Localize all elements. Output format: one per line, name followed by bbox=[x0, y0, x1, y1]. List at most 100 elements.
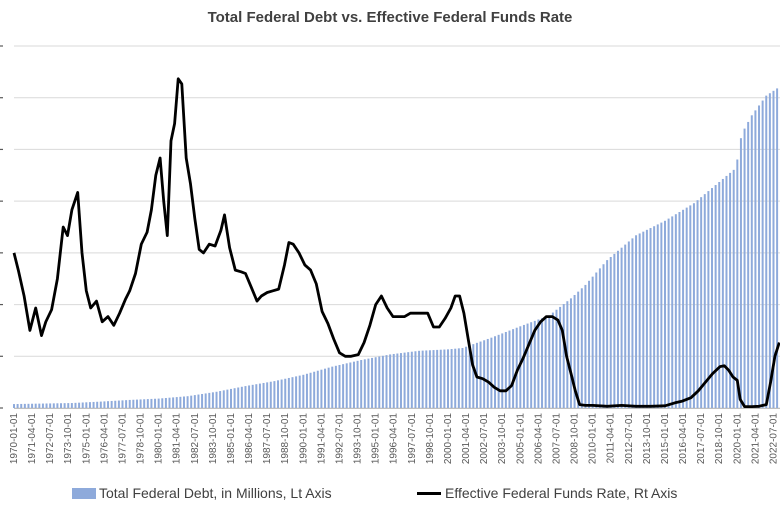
debt-bar bbox=[363, 359, 366, 408]
debt-bar bbox=[334, 365, 337, 408]
debt-bar bbox=[714, 185, 717, 408]
debt-bar bbox=[305, 373, 308, 408]
x-tick-label: 2002-07-01 bbox=[479, 413, 490, 465]
debt-bar bbox=[52, 403, 55, 408]
debt-bar bbox=[204, 393, 207, 408]
debt-bar bbox=[219, 391, 222, 408]
debt-bar bbox=[38, 403, 41, 408]
debt-bar bbox=[616, 250, 619, 408]
debt-bar bbox=[27, 403, 30, 408]
debt-bar bbox=[598, 268, 601, 408]
debt-bar bbox=[222, 390, 225, 408]
debt-bar bbox=[175, 397, 178, 408]
debt-bar bbox=[396, 353, 399, 408]
debt-bar bbox=[295, 376, 298, 408]
debt-bar bbox=[381, 355, 384, 408]
debt-bar bbox=[555, 309, 558, 408]
debt-bar bbox=[653, 226, 656, 408]
debt-bar bbox=[117, 400, 120, 408]
debt-bar bbox=[121, 400, 124, 408]
debt-bar bbox=[157, 398, 160, 408]
debt-bar bbox=[360, 360, 363, 408]
debt-bar bbox=[624, 244, 627, 408]
rate-line bbox=[12, 77, 780, 408]
debt-bar bbox=[450, 349, 453, 408]
x-tick-label: 2022-07-01 bbox=[769, 413, 780, 465]
debt-bar bbox=[399, 353, 402, 408]
x-tick-label: 2012-07-01 bbox=[624, 413, 635, 465]
debt-bar bbox=[23, 403, 26, 408]
debt-bar bbox=[776, 88, 779, 409]
debt-bar bbox=[501, 333, 504, 408]
debt-bar bbox=[602, 264, 605, 408]
debt-bar bbox=[421, 350, 424, 408]
debt-bar bbox=[266, 382, 269, 408]
debt-bar bbox=[186, 396, 189, 408]
debt-bar bbox=[721, 178, 724, 408]
debt-bar bbox=[533, 320, 536, 408]
debt-bar bbox=[703, 194, 706, 408]
debt-bar bbox=[302, 374, 305, 408]
debt-bar bbox=[569, 298, 572, 408]
debt-bar bbox=[298, 375, 301, 408]
debt-bar bbox=[595, 272, 598, 408]
debt-bar bbox=[132, 399, 135, 408]
debt-bar bbox=[280, 379, 283, 408]
x-tick-label: 1973-10-01 bbox=[63, 413, 74, 465]
debt-bar bbox=[85, 402, 88, 408]
debt-bar bbox=[739, 138, 742, 408]
debt-bar bbox=[277, 380, 280, 408]
debt-bar bbox=[711, 188, 714, 408]
debt-bar bbox=[613, 253, 616, 408]
debt-bar bbox=[663, 220, 666, 408]
legend-item-debt: Total Federal Debt, in Millions, Lt Axis bbox=[72, 485, 332, 501]
debt-bar bbox=[707, 191, 710, 408]
x-tick-label: 2015-01-01 bbox=[660, 413, 671, 465]
x-tick-label: 2018-10-01 bbox=[714, 413, 725, 465]
debt-bar bbox=[418, 350, 421, 408]
x-tick-label: 1991-04-01 bbox=[316, 413, 327, 465]
debt-bar bbox=[182, 396, 185, 408]
debt-bar bbox=[49, 403, 52, 408]
debt-bar bbox=[609, 256, 612, 408]
debt-bar bbox=[110, 400, 113, 408]
debt-bar bbox=[649, 228, 652, 408]
debt-bar bbox=[530, 322, 533, 408]
debt-bar bbox=[454, 348, 457, 408]
debt-bar bbox=[88, 402, 91, 408]
x-tick-label: 1996-04-01 bbox=[389, 413, 400, 465]
x-tick-label: 2003-10-01 bbox=[497, 413, 508, 465]
debt-bar bbox=[544, 316, 547, 408]
debt-bar bbox=[287, 377, 290, 408]
debt-bar bbox=[425, 350, 428, 408]
debt-bar bbox=[338, 364, 341, 408]
debt-bar bbox=[537, 319, 540, 408]
debt-bars bbox=[13, 88, 779, 409]
debt-bar bbox=[562, 304, 565, 408]
debt-bar bbox=[389, 354, 392, 408]
debt-bar bbox=[631, 238, 634, 408]
debt-bar bbox=[63, 403, 66, 408]
debt-bar bbox=[146, 399, 149, 408]
debt-bar bbox=[13, 404, 15, 408]
debt-bar bbox=[154, 398, 157, 408]
debt-bar bbox=[483, 340, 486, 408]
debt-bar bbox=[548, 315, 551, 408]
x-tick-label: 2005-01-01 bbox=[515, 413, 526, 465]
debt-bar bbox=[479, 341, 482, 408]
debt-bar bbox=[92, 401, 95, 408]
debt-bar bbox=[685, 207, 688, 408]
debt-bar bbox=[190, 395, 193, 408]
debt-bar bbox=[584, 284, 587, 408]
debt-bar bbox=[233, 388, 236, 408]
debt-bar bbox=[31, 403, 34, 408]
debt-bar bbox=[486, 338, 489, 408]
debt-bar bbox=[526, 323, 529, 408]
debt-bar bbox=[81, 402, 84, 408]
debt-bar bbox=[577, 291, 580, 408]
debt-bar bbox=[461, 348, 464, 408]
debt-bar bbox=[436, 349, 439, 408]
debt-bar bbox=[439, 349, 442, 408]
legend-swatch-bar bbox=[72, 487, 96, 499]
